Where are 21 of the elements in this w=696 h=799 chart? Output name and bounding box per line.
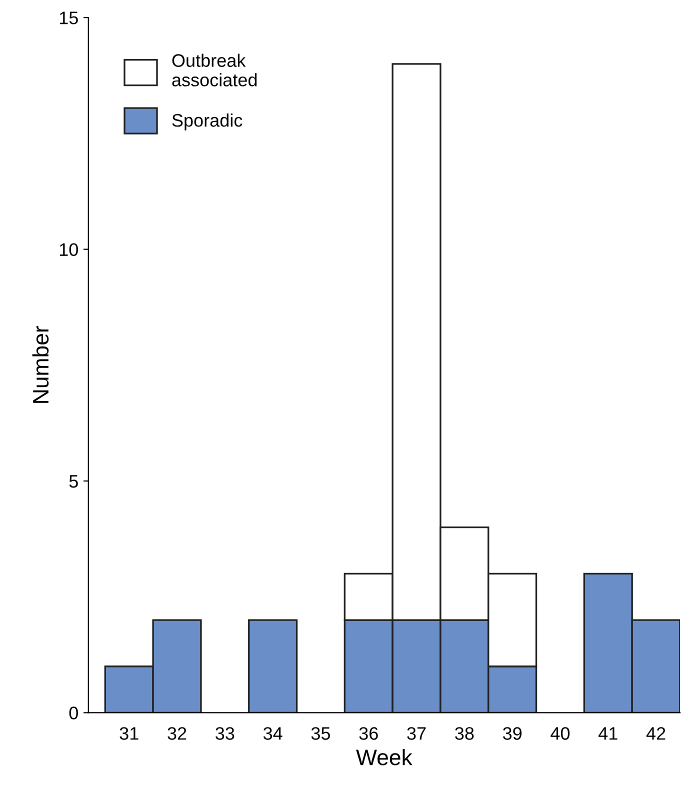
x-tick-label: 33 xyxy=(216,727,234,740)
bar xyxy=(248,619,298,713)
y-tick-label: 5 xyxy=(69,475,78,488)
x-tick-label: 37 xyxy=(407,727,426,740)
x-tick-label: 31 xyxy=(120,727,138,740)
legend-label: Sporadic xyxy=(172,114,242,130)
x-tick-label: 36 xyxy=(359,727,378,740)
x-tick-label: 38 xyxy=(455,727,474,740)
x-tick-label: 34 xyxy=(263,727,282,740)
x-tick-label: 41 xyxy=(598,727,618,740)
y-tick-label: 10 xyxy=(60,243,78,256)
y-tick-label: 15 xyxy=(60,12,78,24)
x-tick-label: 39 xyxy=(502,727,522,740)
y-tick-label: 0 xyxy=(69,706,78,720)
x-tick-label: 40 xyxy=(550,727,570,740)
legend-label: Outbreak associated xyxy=(172,54,257,86)
x-tick-label: 35 xyxy=(311,727,330,740)
x-tick-label: 42 xyxy=(646,727,666,740)
x-tick-label: 32 xyxy=(168,727,186,740)
y-axis-title: Number xyxy=(32,326,49,403)
x-axis-title: Week xyxy=(356,748,412,766)
